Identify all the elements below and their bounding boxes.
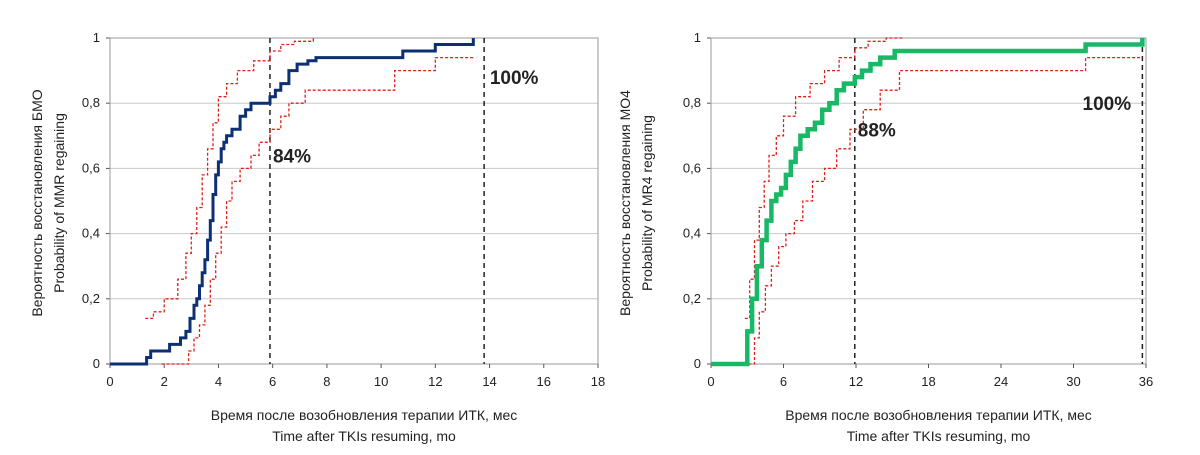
- x-tick-label: 0: [106, 374, 113, 389]
- y-tick-label: 0,4: [82, 226, 100, 241]
- y-axis-title: Вероятность восстановления БМО: [29, 89, 45, 316]
- x-tick-label: 18: [921, 374, 935, 389]
- x-tick-label: 36: [1139, 374, 1153, 389]
- y-tick-label: 1: [93, 30, 100, 45]
- x-tick-label: 12: [849, 374, 863, 389]
- x-tick-label: 8: [323, 374, 330, 389]
- y-tick-label: 0,8: [82, 95, 100, 110]
- y-tick-label: 0,6: [683, 160, 701, 175]
- y-axis-title: Probability of MR4 regaining: [639, 115, 655, 291]
- y-tick-label: 0,8: [683, 95, 701, 110]
- y-tick-label: 0: [694, 356, 701, 371]
- x-tick-label: 24: [994, 374, 1008, 389]
- x-tick-label: 0: [707, 374, 714, 389]
- y-tick-label: 0,4: [683, 226, 701, 241]
- plot-frame: [109, 37, 599, 365]
- x-tick-label: 14: [482, 374, 496, 389]
- chart-panel-2: 0 0,2 0,4 0,6 0,8 1 0 6 12 18 24 30 36 88% 100% Время п…: [617, 30, 1153, 444]
- annotation-label: 100%: [1083, 94, 1132, 115]
- y-tick-label: 1: [694, 30, 701, 45]
- series-lower-ci: [748, 56, 1143, 365]
- x-tick-label: 16: [537, 374, 551, 389]
- chart-panel-1: 00,20,40,60,810 2 4 6 8 10 12 14 16 1884%100%Врем…: [29, 30, 605, 444]
- y-tick-label: 0: [93, 356, 100, 371]
- x-tick-label: 6: [780, 374, 787, 389]
- series-upper-ci: [744, 37, 905, 320]
- series-estimate: [711, 38, 1145, 367]
- y-tick-label: 0,2: [82, 291, 100, 306]
- series-upper-ci: [145, 38, 314, 320]
- x-tick-label: 4: [215, 374, 222, 389]
- series-lower-ci: [161, 56, 474, 365]
- y-tick-label: 0,6: [82, 160, 100, 175]
- x-tick-label: 12: [428, 374, 442, 389]
- y-axis-title: Probability of MMR regaining: [51, 113, 67, 293]
- x-axis-title: Время после возобновления терапии ИТК, м…: [785, 407, 1092, 423]
- x-tick-label: 18: [591, 374, 605, 389]
- annotation-label: 84%: [273, 146, 311, 167]
- x-tick-label: 10: [374, 374, 388, 389]
- y-axis-title: Вероятность восстановления МО4: [617, 90, 633, 316]
- x-axis-title: Time after TKIs resuming, mo: [847, 428, 1031, 444]
- series-estimate: [110, 38, 475, 366]
- x-tick-label: 6: [269, 374, 276, 389]
- annotation-label: 100%: [490, 68, 539, 89]
- x-axis-title: Время после возобновления терапии ИТК, м…: [211, 407, 518, 423]
- annotation-label: 88%: [858, 120, 896, 141]
- x-axis-title: Time after TKIs resuming, mo: [272, 428, 456, 444]
- y-tick-label: 0,2: [683, 291, 701, 306]
- x-tick-label: 30: [1066, 374, 1080, 389]
- x-tick-label: 2: [161, 374, 168, 389]
